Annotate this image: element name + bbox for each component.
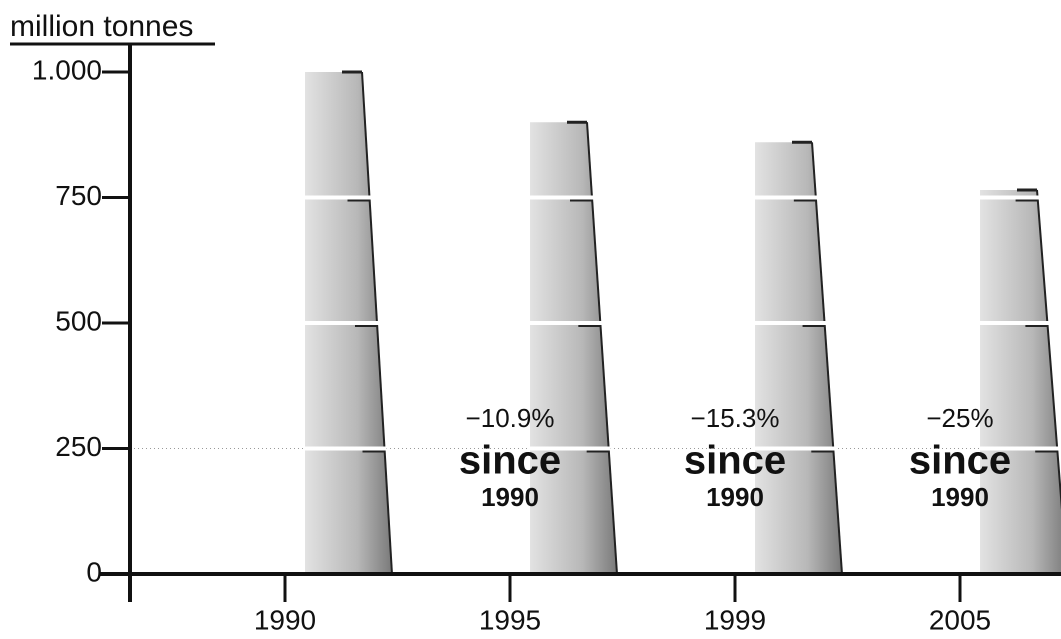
bar-gap [754, 196, 818, 200]
x-tick-label: 1990 [254, 604, 316, 635]
y-tick-label: 750 [55, 180, 102, 211]
annotation-change: −25% [926, 403, 993, 433]
annotation-since: since [909, 439, 1011, 483]
annotation-since: since [684, 439, 786, 483]
annotation-base: 1990 [481, 482, 539, 512]
annotation-change: −10.9% [466, 403, 555, 433]
bar-gap [304, 447, 387, 451]
bar-gap [754, 321, 827, 325]
bar [530, 122, 617, 574]
bar [755, 142, 842, 574]
annotation-base: 1990 [931, 482, 989, 512]
y-tick-label: 1.000 [32, 54, 102, 85]
x-tick-label: 1999 [704, 604, 766, 635]
y-axis-label: million tonnes [10, 10, 193, 43]
annotation-change: −15.3% [691, 403, 780, 433]
chart: million tonnes 0 250 500 750 1.000 1990 1995 19… [0, 0, 1061, 639]
bar-gap [529, 321, 602, 325]
bar-gap [979, 196, 1040, 200]
x-tick-label: 2005 [929, 604, 991, 635]
y-tick-label: 250 [55, 431, 102, 462]
bar-gap [529, 196, 594, 200]
bar-gap [304, 321, 379, 325]
annotation-base: 1990 [706, 482, 764, 512]
bar [980, 190, 1061, 574]
annotation-since: since [459, 439, 561, 483]
bar-gap [979, 321, 1049, 325]
y-tick-label: 0 [86, 556, 102, 587]
y-tick-label: 500 [55, 305, 102, 336]
x-tick-label: 1995 [479, 604, 541, 635]
bar-gap [304, 196, 372, 200]
